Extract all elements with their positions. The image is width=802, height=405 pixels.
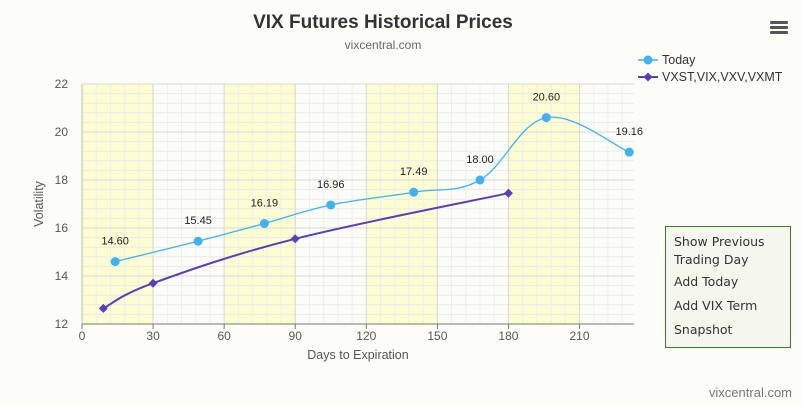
menu-item-add-today[interactable]: Add Today: [674, 274, 739, 289]
y-tick-label: 22: [55, 77, 69, 91]
data-point-circle: [259, 218, 269, 228]
x-tick-label: 60: [217, 329, 231, 343]
legend-label-term: VXST,VIX,VXV,VXMT: [662, 70, 783, 84]
data-label: 20.60: [533, 92, 561, 104]
data-label: 16.96: [317, 179, 345, 191]
x-axis-title: Days to Expiration: [307, 348, 408, 362]
data-point-circle: [110, 257, 120, 267]
data-point-circle: [475, 175, 485, 185]
series-line-1: [102, 192, 509, 310]
data-point-circle: [624, 147, 634, 157]
menu-item-snapshot[interactable]: Snapshot: [674, 322, 733, 337]
y-tick-label: 18: [55, 173, 69, 187]
y-tick-label: 12: [55, 317, 69, 331]
series-line-0: [115, 116, 630, 263]
x-tick-label: 90: [289, 329, 303, 343]
data-point-circle: [326, 200, 336, 210]
data-labels: 14.60 15.45 16.19 16.96 17.49 18.00 20.60 19.16: [101, 92, 643, 248]
axes: 0 30 60 90 120 150 180 210 12 14 16 18 20 22: [55, 77, 634, 343]
data-label: 18.00: [466, 154, 494, 166]
chart-menu-icon[interactable]: [770, 21, 788, 35]
data-label: 17.49: [400, 166, 428, 178]
x-tick-label: 210: [569, 329, 589, 343]
data-point-diamond: [148, 278, 158, 288]
data-point-diamond: [503, 188, 513, 198]
chart-subtitle: vixcentral.com: [345, 38, 422, 52]
data-point-diamond: [98, 303, 108, 313]
x-tick-label: 120: [356, 329, 376, 343]
data-point-circle: [193, 236, 203, 246]
data-point-diamond: [290, 234, 300, 244]
shaded-band-1: [224, 84, 296, 324]
data-label: 16.19: [251, 197, 279, 209]
shaded-band-3: [508, 84, 580, 324]
grid-lines: [81, 83, 634, 325]
chart-context-menu: Show Previous Trading Day Add Today Add …: [665, 226, 791, 348]
shaded-bands: [82, 84, 580, 324]
x-tick-label: 150: [427, 329, 447, 343]
data-point-circle: [409, 187, 419, 197]
menu-item-show-previous-trading-day[interactable]: Show Previous Trading Day: [674, 234, 765, 267]
y-axis-title: Volatility: [32, 180, 46, 227]
legend-item-term[interactable]: VXST,VIX,VXV,VXMT: [638, 70, 783, 84]
data-label: 15.45: [184, 215, 212, 227]
series-layer: [98, 113, 634, 313]
watermark: vixcentral.com: [708, 385, 792, 400]
y-tick-label: 16: [55, 221, 69, 235]
x-tick-label: 30: [146, 329, 160, 343]
shaded-band-0: [82, 84, 154, 324]
menu-item-add-vix-term[interactable]: Add VIX Term: [674, 298, 758, 313]
chart-title: VIX Futures Historical Prices: [253, 12, 513, 33]
data-point-circle: [541, 113, 551, 123]
legend-item-today[interactable]: Today: [638, 53, 696, 67]
x-tick-label: 0: [79, 329, 86, 343]
legend: Today VXST,VIX,VXV,VXMT: [638, 53, 783, 84]
x-tick-label: 180: [498, 329, 518, 343]
y-tick-label: 20: [55, 125, 69, 139]
data-label: 14.60: [101, 236, 129, 248]
data-label: 19.16: [615, 126, 643, 138]
y-tick-label: 14: [55, 269, 69, 283]
legend-label-today: Today: [662, 53, 696, 67]
shaded-band-2: [366, 84, 438, 324]
